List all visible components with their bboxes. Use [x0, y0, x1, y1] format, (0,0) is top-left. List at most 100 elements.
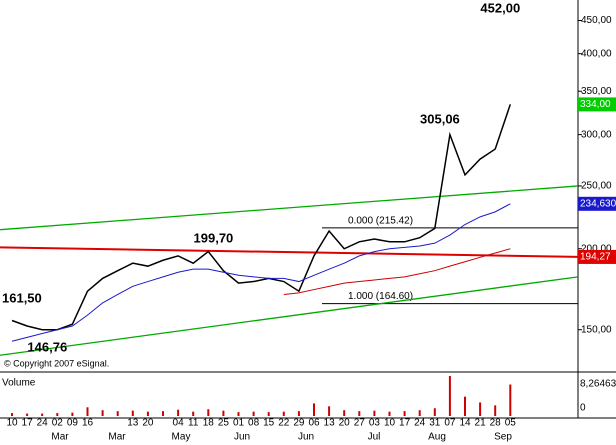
x-tick-label: 03 [369, 418, 381, 429]
value-tag [578, 97, 616, 112]
volume-bar [464, 396, 466, 416]
volume-bar [71, 412, 74, 416]
x-tick-label: 16 [82, 418, 94, 429]
price-label: 452,00 [480, 1, 520, 16]
x-tick-label: 28 [490, 418, 502, 429]
y-tick-label: 400,00 [581, 48, 612, 59]
x-tick-label: 09 [67, 418, 79, 429]
volume-bar [86, 407, 89, 416]
volume-bar [282, 411, 285, 416]
price-label: 199,70 [194, 231, 234, 246]
x-tick-label: 14 [459, 418, 471, 429]
level-label: 0.000 (215.42) [348, 215, 413, 226]
x-tick-label: 10 [6, 418, 18, 429]
month-label: Jun [234, 432, 250, 443]
x-tick-label: 10 [384, 418, 396, 429]
month-label: Jun [298, 432, 314, 443]
volume-bar [494, 405, 497, 416]
x-tick-label: 13 [324, 418, 336, 429]
x-tick-label: 20 [142, 418, 154, 429]
volume-bar [328, 406, 331, 416]
volume-bar [116, 411, 119, 416]
value-tag [578, 249, 616, 264]
month-label: May [172, 432, 191, 443]
price-label: 305,06 [420, 111, 460, 126]
price-line [11, 203, 511, 342]
volume-bar [177, 409, 180, 416]
volume-bar [509, 384, 512, 416]
volume-bar [41, 413, 44, 416]
value-tag-label: 334,00 [580, 99, 611, 110]
x-tick-label: 01 [233, 418, 245, 429]
volume-bar [418, 410, 421, 416]
volume-bar [222, 410, 225, 416]
trendline [0, 276, 579, 356]
copyright: © Copyright 2007 eSignal. [4, 358, 109, 368]
x-tick-label: 07 [444, 418, 456, 429]
x-tick-label: 05 [505, 418, 517, 429]
volume-bar [11, 413, 13, 416]
volume-bar [373, 410, 376, 416]
volume-bar [267, 412, 270, 416]
month-label: Mar [51, 432, 69, 443]
x-tick-label: 18 [203, 418, 215, 429]
x-tick-label: 02 [52, 418, 64, 429]
volume-bar [479, 402, 482, 416]
volume-bar [252, 411, 255, 416]
volume-tick-label: 0 [580, 403, 586, 414]
price-line [11, 104, 512, 331]
x-tick-label: 31 [429, 418, 441, 429]
month-label: Aug [428, 432, 446, 443]
volume-bar [56, 413, 59, 416]
price-label: 161,50 [2, 290, 42, 305]
y-tick-label: 450,00 [581, 15, 612, 26]
x-tick-label: 21 [475, 418, 487, 429]
x-tick-label: 15 [263, 418, 275, 429]
volume-bar [237, 412, 240, 416]
y-tick-label: 150,00 [581, 324, 612, 335]
x-tick-label: 24 [37, 418, 49, 429]
y-tick-label: 200,00 [581, 243, 612, 254]
x-tick-label: 20 [339, 418, 351, 429]
volume-bar [358, 411, 361, 416]
y-tick-label: 250,00 [581, 181, 612, 192]
level-label: 1.000 (164.60) [348, 291, 413, 302]
month-label: Jul [368, 432, 381, 443]
price-line [283, 248, 511, 295]
x-tick-label: 22 [278, 418, 290, 429]
volume-bar [192, 411, 195, 416]
volume-bar [433, 408, 436, 416]
price-label: 146,76 [27, 339, 67, 354]
x-tick-label: 08 [248, 418, 260, 429]
y-tick-label: 350,00 [581, 86, 612, 97]
y-tick-label: 300,00 [581, 129, 612, 140]
trendline [0, 246, 579, 258]
x-tick-label: 13 [127, 418, 139, 429]
volume-bar [207, 409, 210, 416]
volume-bar [313, 403, 315, 416]
x-tick-label: 29 [293, 418, 305, 429]
value-tag-label: 234,630 [580, 198, 616, 209]
volume-bar [388, 411, 391, 416]
volume-bar [448, 376, 451, 416]
value-tag [578, 196, 616, 211]
month-label: Sep [494, 432, 512, 443]
value-tag-label: 194,27 [580, 252, 611, 263]
volume-bar [101, 410, 104, 416]
volume-bar [297, 411, 300, 416]
volume-tick-label: 8,26463 [580, 379, 616, 390]
volume-bar [403, 411, 406, 416]
volume-bar [146, 411, 149, 416]
x-tick-label: 24 [414, 418, 426, 429]
month-label: Mar [108, 432, 126, 443]
x-tick-label: 25 [218, 418, 230, 429]
x-tick-label: 17 [22, 418, 34, 429]
x-tick-label: 04 [173, 418, 185, 429]
volume-bar [131, 410, 134, 416]
x-tick-label: 06 [308, 418, 320, 429]
x-tick-label: 11 [188, 418, 199, 429]
volume-bar [26, 413, 29, 416]
x-tick-label: 17 [399, 418, 411, 429]
trendline [0, 185, 579, 231]
